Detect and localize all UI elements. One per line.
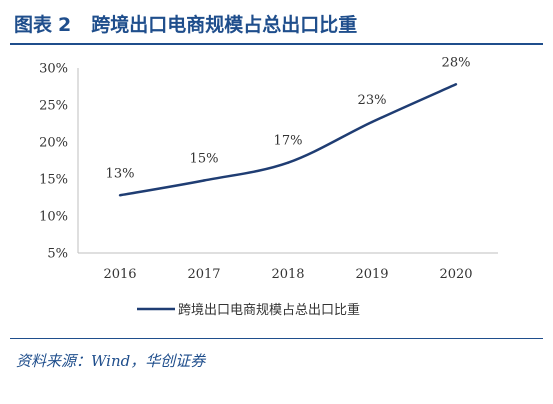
legend: 跨境出口电商规模占总出口比重: [137, 302, 360, 318]
data-label: 17%: [274, 134, 303, 149]
x-tick-label: 2016: [103, 267, 136, 282]
title-rule: [10, 43, 543, 45]
y-tick-label: 5%: [47, 247, 68, 262]
source-rule: [10, 338, 543, 339]
data-label: 23%: [358, 93, 387, 108]
data-point: [454, 83, 458, 86]
y-tick-label: 20%: [39, 136, 68, 151]
legend-label: 跨境出口电商规模占总出口比重: [178, 302, 360, 318]
series-group: [118, 83, 458, 197]
x-axis-ticks: 2016 2017 2018 2019 2020: [103, 267, 472, 282]
figure-number: 2: [58, 14, 72, 36]
data-label: 13%: [106, 166, 135, 181]
data-label: 28%: [442, 55, 471, 70]
data-point: [202, 179, 206, 182]
chart-title: 跨境出口电商规模占总出口比重: [91, 14, 358, 36]
x-tick-label: 2017: [187, 267, 220, 282]
figure-title: 图表 2 跨境出口电商规模占总出口比重: [14, 9, 357, 41]
y-tick-label: 25%: [39, 99, 68, 114]
figure-label: 图表: [14, 14, 53, 36]
data-point: [118, 194, 122, 197]
y-tick-label: 30%: [39, 62, 68, 77]
x-tick-label: 2020: [439, 267, 472, 282]
data-labels: 13% 15% 17% 23% 28%: [106, 55, 471, 181]
y-tick-label: 10%: [39, 210, 68, 225]
x-tick-label: 2019: [355, 267, 388, 282]
data-point: [286, 161, 290, 164]
source-note: 资料来源：Wind，华创证券: [16, 352, 206, 370]
data-label: 15%: [190, 151, 219, 166]
data-point: [370, 120, 374, 124]
y-tick-label: 15%: [39, 173, 68, 188]
y-axis-ticks: 5% 10% 15% 20% 25% 30%: [39, 62, 68, 262]
x-tick-label: 2018: [271, 267, 304, 282]
